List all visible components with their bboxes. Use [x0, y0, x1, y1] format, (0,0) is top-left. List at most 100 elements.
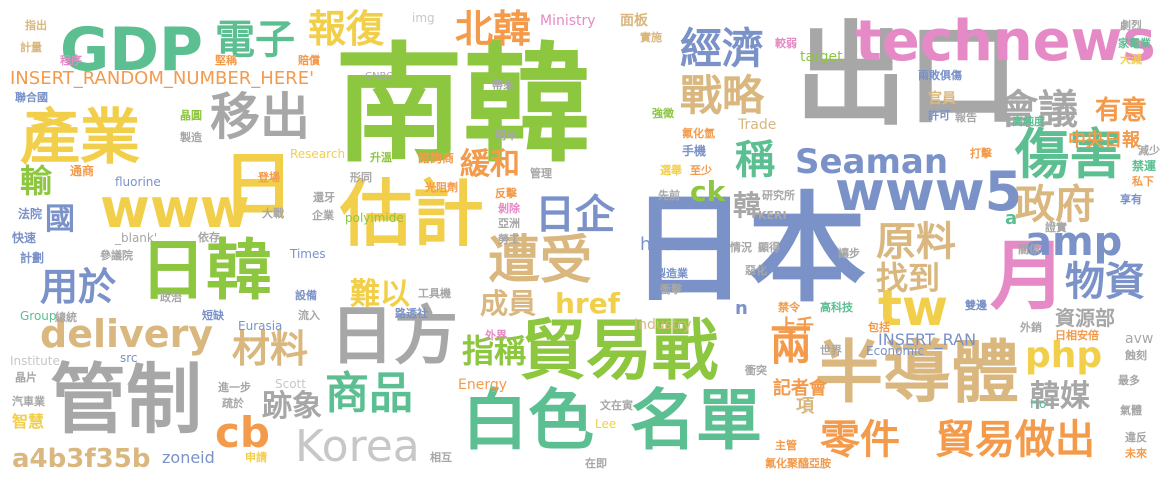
word-guanyuan: 官員	[928, 91, 956, 107]
word-zoneid: zoneid	[162, 448, 215, 467]
word-baokuo: 包括	[868, 321, 890, 334]
word-qiangzheng: 強徵	[652, 107, 674, 120]
word-weilai: 未來	[1125, 447, 1147, 460]
word-liangbaijushang: 兩敗俱傷	[918, 69, 962, 82]
word-bandaoti: 半導體	[815, 334, 1020, 413]
word-hyeon: hyeon	[640, 234, 696, 255]
word-jixiang: 跡象	[262, 389, 322, 424]
word-guanxi: 關係	[1018, 243, 1040, 256]
word-dianzi: 電子	[215, 17, 295, 63]
word-zaiji: 在即	[585, 457, 607, 470]
word-riben: 日本	[630, 180, 867, 318]
word-economic: Economic	[866, 344, 925, 358]
word-liang: 兩	[770, 321, 813, 370]
word-guanli: 管理	[530, 167, 552, 180]
word-chukou: 出口	[795, 11, 1019, 141]
word-waixiao: 外銷	[1020, 321, 1042, 334]
word-shu: 輸	[20, 162, 53, 200]
word-shenqing: 申請	[245, 451, 267, 464]
word-zhihui: 智慧	[12, 412, 45, 431]
word-dailai: 帶來	[492, 79, 514, 92]
word-img: img	[412, 11, 435, 25]
word-zhishao: 至少	[690, 164, 712, 177]
word-yanjiusuo: 研究所	[762, 189, 795, 202]
word-mingnian: 明年	[495, 129, 517, 142]
word-shishi: 實施	[640, 31, 662, 44]
word-jinling: 禁令	[778, 301, 800, 314]
word-qiti: 氣體	[1120, 404, 1142, 417]
word-avw: avw	[1125, 331, 1154, 347]
word-lingjian: 零件	[820, 417, 900, 463]
word-jiaoruo: 較弱	[775, 37, 797, 50]
word-guo: 國	[45, 202, 75, 237]
word-maoyizuochu: 貿易做出	[935, 417, 1095, 463]
word-daji: 打擊	[970, 147, 992, 160]
word-xiande: 顯得	[758, 241, 780, 254]
word-fuhua: 氟化聚醯亞胺	[765, 457, 831, 470]
word-wenzaiyin: 文在寅	[600, 399, 633, 412]
word-technews: technews	[855, 9, 1156, 74]
word-youyi: 有意	[1095, 96, 1148, 126]
word-ehua: 惡化	[745, 264, 767, 277]
word-trade: Trade	[738, 117, 777, 133]
word-liuru: 流入	[298, 309, 320, 322]
word-maoyizhan: 貿易戰	[520, 312, 718, 389]
word-shanghai: 傷害	[1015, 123, 1123, 186]
word-zhengshi: 證實	[1045, 221, 1067, 234]
word-baise: 白色	[462, 382, 594, 459]
word-zhengfu: 政府	[1015, 182, 1095, 228]
word-guji: 估計	[340, 172, 485, 256]
word-yichu: 移出	[210, 88, 310, 146]
word-jingyuan: 晶圓	[180, 109, 202, 122]
word-industry: Industry	[634, 317, 692, 333]
word-beihan: 北韓	[455, 7, 532, 51]
word-nanhan: 南韓	[335, 31, 592, 180]
word-jinyibu: 進一步	[218, 381, 251, 394]
word-shijie: 世界	[820, 344, 842, 357]
word-shouji: 手機	[682, 144, 707, 158]
word-nanyi: 難以	[350, 277, 410, 312]
word-guanzhi: 管制	[50, 355, 202, 444]
word-href: href	[555, 287, 620, 320]
word-sixia: 私下	[1132, 175, 1154, 188]
word-weifan: 違反	[1125, 431, 1147, 444]
word-www: www	[100, 177, 250, 240]
word-shuangbian: 雙邊	[965, 299, 987, 312]
word-shangpin: 商品	[325, 368, 413, 419]
word-jiadianye: 家電業	[1118, 37, 1151, 50]
word-zongtong: 總統	[55, 311, 77, 324]
word-zhizaoye: 製造業	[655, 267, 688, 280]
word-zhaodao: 找到	[876, 259, 941, 297]
word-lee: Lee	[595, 417, 617, 431]
word-polyimide: polyimide	[345, 211, 404, 225]
word-ministry: Ministry	[540, 13, 596, 29]
word-dazhan: 大戰	[262, 207, 284, 220]
word-baogao: 報告	[955, 111, 977, 124]
word-shike: 蝕刻	[1125, 349, 1147, 362]
word-php: php	[1025, 335, 1103, 376]
word-xiang: 項	[796, 396, 814, 417]
word-rifang: 日方	[330, 300, 458, 374]
word-xingtong: 形同	[350, 171, 372, 184]
word-zhongyangribao: 中央日報	[1068, 130, 1140, 151]
word-zhizao: 製造	[180, 131, 202, 144]
word-rihan: 日韓	[140, 232, 272, 309]
word-rangbu: 讓步	[838, 247, 860, 260]
word-zhuguan: 主管	[775, 439, 797, 452]
word-shebei: 設備	[295, 289, 317, 302]
word-xuanju: 選舉	[660, 164, 682, 177]
word-bochu: 剝除	[498, 202, 520, 215]
word-jiliang: 計量	[20, 41, 42, 54]
word-chengxu: 程序	[60, 54, 82, 67]
word-gaochundu: 高純度	[1012, 115, 1045, 128]
word-huanhe: 緩和	[460, 147, 520, 182]
word-shuyu: 疏於	[222, 397, 244, 410]
word-institute: Institute	[10, 354, 60, 368]
word-dajian: 大減	[1120, 53, 1142, 66]
word-www5: www5	[835, 160, 1023, 223]
word-baofu: 報復	[308, 7, 385, 51]
word-qingkuang: 情況	[730, 241, 752, 254]
word-qicheye: 汽車業	[12, 395, 45, 408]
word-yue: 月	[990, 231, 1066, 320]
